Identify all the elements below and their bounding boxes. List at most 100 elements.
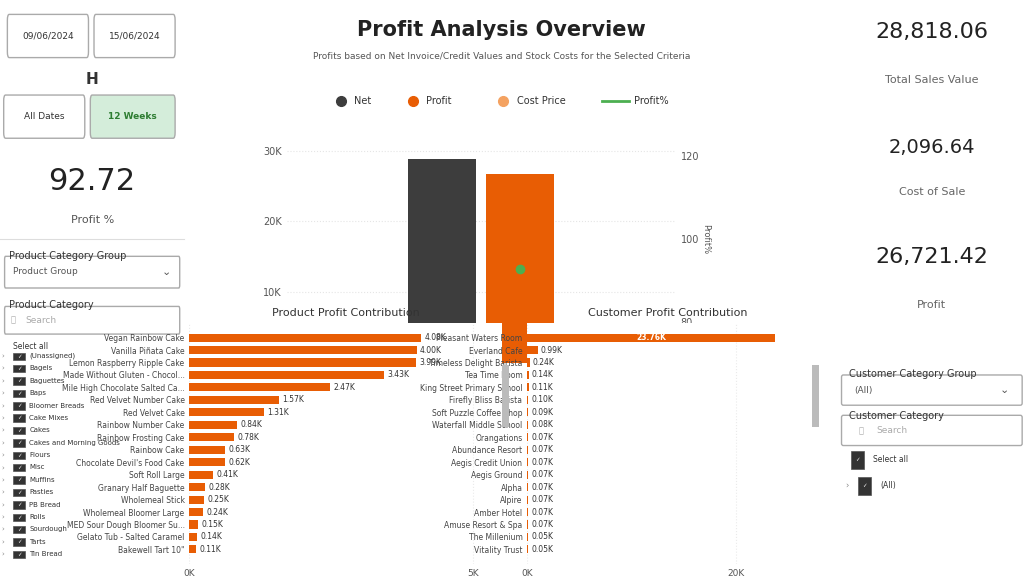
Text: 2,096.64: 2,096.64	[889, 138, 975, 157]
Text: ⌄: ⌄	[162, 267, 171, 277]
Text: 0.05K: 0.05K	[531, 532, 553, 541]
Text: ›: ›	[2, 391, 4, 397]
FancyBboxPatch shape	[4, 256, 180, 288]
Text: Baguettes: Baguettes	[30, 378, 65, 384]
Text: ✓: ✓	[16, 527, 22, 532]
FancyBboxPatch shape	[842, 415, 1022, 446]
Text: ›: ›	[2, 539, 4, 545]
Bar	[13, 415, 25, 422]
Text: ›: ›	[2, 527, 4, 533]
Text: 0.08K: 0.08K	[531, 420, 553, 429]
Text: ›: ›	[2, 440, 4, 446]
Text: Search: Search	[877, 426, 907, 435]
Bar	[13, 526, 25, 533]
Text: ›: ›	[845, 482, 849, 490]
Text: 0.24K: 0.24K	[532, 358, 555, 367]
Bar	[486, 174, 554, 363]
Text: (Unassigned): (Unassigned)	[30, 353, 76, 359]
Title: Customer Profit Contribution: Customer Profit Contribution	[589, 308, 748, 317]
Bar	[527, 396, 528, 404]
Text: All Dates: All Dates	[24, 112, 65, 121]
Text: ⌄: ⌄	[999, 385, 1010, 395]
Text: ✓: ✓	[862, 483, 867, 488]
Text: 2.47K: 2.47K	[333, 383, 355, 392]
Text: 0.41K: 0.41K	[216, 470, 238, 479]
Text: Search: Search	[26, 316, 57, 325]
Text: 0.07K: 0.07K	[531, 507, 553, 517]
Text: ›: ›	[2, 415, 4, 422]
Text: 0.05K: 0.05K	[531, 545, 553, 554]
Text: 3.99K: 3.99K	[420, 358, 441, 367]
Bar	[13, 501, 25, 509]
Bar	[189, 384, 330, 392]
Text: 0.07K: 0.07K	[531, 433, 553, 442]
Text: Profit %: Profit %	[71, 215, 114, 225]
Text: 0.99K: 0.99K	[541, 346, 563, 355]
FancyBboxPatch shape	[90, 95, 175, 138]
Bar	[13, 476, 25, 484]
Text: 0.28K: 0.28K	[209, 483, 230, 492]
Bar	[189, 495, 204, 503]
Bar	[13, 427, 25, 434]
Text: 3.43K: 3.43K	[388, 370, 410, 380]
Text: ›: ›	[2, 514, 4, 521]
Bar	[13, 551, 25, 558]
Text: ›: ›	[2, 465, 4, 471]
Text: ✓: ✓	[16, 490, 22, 495]
Text: PB Bread: PB Bread	[30, 502, 61, 507]
Bar	[13, 538, 25, 546]
Bar	[189, 471, 213, 479]
Text: ✓: ✓	[16, 354, 22, 359]
Text: Rolls: Rolls	[30, 514, 46, 520]
FancyBboxPatch shape	[842, 375, 1022, 406]
Text: H: H	[86, 72, 98, 87]
Bar	[409, 159, 476, 363]
Bar	[527, 346, 538, 354]
Bar	[584, 348, 622, 363]
Text: 0.63K: 0.63K	[228, 445, 251, 454]
Text: Cakes: Cakes	[30, 427, 50, 433]
Bar	[13, 353, 25, 360]
Bar	[527, 371, 528, 379]
Text: ✓: ✓	[16, 403, 22, 408]
Bar	[189, 446, 225, 454]
Bar	[189, 458, 224, 466]
Text: 0.07K: 0.07K	[531, 495, 553, 504]
Text: Sourdough: Sourdough	[30, 526, 68, 532]
Text: 0.07K: 0.07K	[531, 470, 553, 479]
Bar	[13, 365, 25, 373]
Bar	[189, 358, 416, 366]
Bar	[13, 514, 25, 521]
Text: Product Category: Product Category	[9, 300, 94, 310]
Text: 0.07K: 0.07K	[531, 520, 553, 529]
Text: 4.00K: 4.00K	[420, 346, 442, 355]
Text: 0.11K: 0.11K	[199, 545, 221, 554]
FancyBboxPatch shape	[4, 95, 85, 138]
Text: Profits based on Net Invoice/Credit Values and Stock Costs for the Selected Crit: Profits based on Net Invoice/Credit Valu…	[313, 52, 690, 61]
Text: Bagels: Bagels	[30, 365, 53, 372]
Text: ✓: ✓	[16, 391, 22, 396]
Bar	[189, 371, 384, 379]
FancyBboxPatch shape	[7, 14, 88, 58]
Text: ›: ›	[2, 366, 4, 372]
Text: ›: ›	[2, 403, 4, 409]
Text: ›: ›	[2, 552, 4, 558]
Bar	[502, 365, 509, 427]
Text: ›: ›	[2, 478, 4, 483]
Text: Product Group: Product Group	[13, 267, 78, 276]
Text: ⌕: ⌕	[858, 426, 863, 435]
Text: Flours: Flours	[30, 452, 51, 458]
Bar	[189, 346, 417, 354]
Text: Cost of Sale: Cost of Sale	[899, 187, 965, 197]
Bar	[189, 521, 198, 529]
Text: ›: ›	[2, 502, 4, 508]
Text: Select all: Select all	[872, 455, 908, 464]
Text: ✓: ✓	[16, 465, 22, 470]
Text: Profit%: Profit%	[634, 96, 669, 106]
Text: ✓: ✓	[16, 366, 22, 371]
Text: 23.76K: 23.76K	[636, 333, 667, 342]
Text: 1.31K: 1.31K	[267, 408, 289, 417]
Text: Tarts: Tarts	[30, 539, 46, 545]
Text: Product Category Group: Product Category Group	[9, 251, 127, 262]
Bar	[13, 377, 25, 385]
